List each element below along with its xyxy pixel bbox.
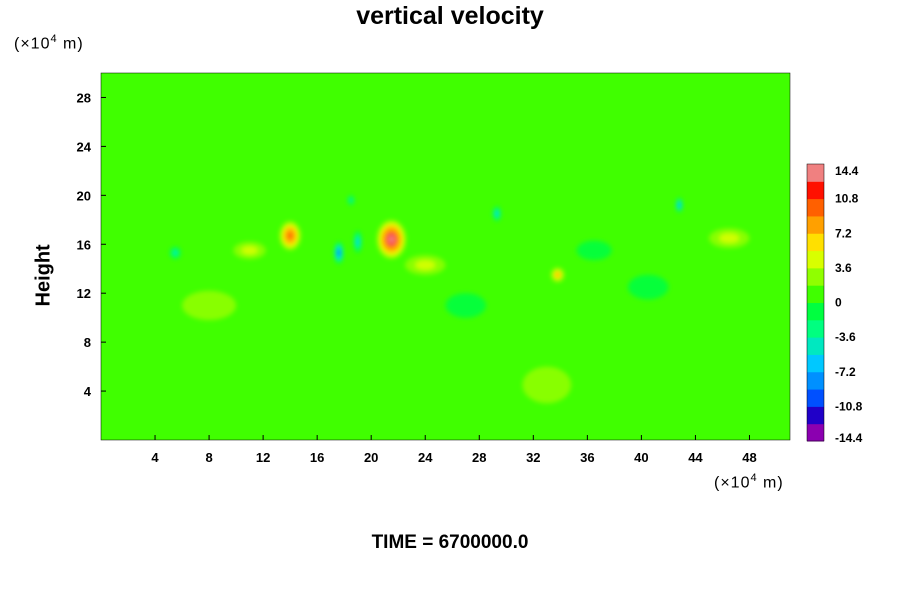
colorbar-segment (807, 371, 824, 390)
colorbar-tick-label: 14.4 (835, 164, 859, 178)
colorbar-segment (807, 302, 824, 321)
field-feature-14 (627, 274, 669, 300)
heatmap-plot (100, 72, 791, 441)
field-feature-9 (404, 255, 446, 275)
plot-frame (100, 72, 791, 441)
contour-level (495, 211, 498, 216)
contour-level (576, 240, 612, 261)
field-feature-2 (334, 241, 344, 264)
x-unit-exponent: 4 (750, 472, 758, 484)
colorbar-tick-label: -14.4 (835, 431, 863, 445)
field-feature-6 (675, 197, 683, 213)
x-tick-label: 24 (418, 450, 433, 465)
field-feature-16 (522, 366, 572, 404)
contour-level (288, 233, 292, 239)
colorbar-tick-label: -3.6 (835, 330, 856, 344)
contour-level (241, 246, 258, 255)
x-tick-label: 16 (310, 450, 324, 465)
x-tick-label: 20 (364, 450, 378, 465)
colorbar-segment (807, 354, 824, 373)
field-feature-3 (353, 230, 362, 253)
x-tick-label: 36 (580, 450, 594, 465)
colorbar-segment (807, 250, 824, 269)
x-tick-label: 40 (634, 450, 648, 465)
colorbar-tick-label: 3.6 (835, 261, 852, 275)
contour-level (719, 233, 740, 244)
time-label: TIME = 6700000.0 (371, 532, 529, 553)
y-unit-exponent: 4 (50, 33, 58, 45)
field-background (101, 73, 790, 440)
colorbar-tick-label: 0 (835, 296, 842, 310)
field-feature-13 (708, 228, 750, 248)
field-feature-11 (576, 240, 612, 261)
contour-level (337, 250, 340, 255)
x-tick-label: 8 (205, 450, 212, 465)
contour-level (349, 198, 353, 202)
colorbar-segment (807, 233, 824, 252)
colorbar-segment (807, 337, 824, 355)
y-axis-unit: (×104 m) (14, 33, 84, 53)
colorbar-segment (807, 267, 824, 286)
x-tick-label: 44 (688, 450, 703, 465)
colorbar-segment (807, 285, 824, 303)
contour-level (522, 366, 572, 404)
contour-level (627, 274, 669, 300)
field-feature-4 (169, 246, 181, 259)
y-tick-label: 20 (77, 188, 91, 203)
contour-level (173, 250, 178, 255)
y-tick-label: 4 (84, 384, 92, 399)
x-unit-prefix: (×10 (714, 474, 751, 492)
y-tick-label: 24 (77, 139, 92, 154)
colorbar-segment (807, 423, 824, 442)
y-tick-label: 12 (77, 286, 91, 301)
colorbar-tick-label: 10.8 (835, 192, 859, 206)
colorbar-segment (807, 319, 824, 338)
x-axis-unit: (×104 m) (714, 472, 784, 492)
x-tick-label: 28 (472, 450, 486, 465)
x-unit-suffix: m) (757, 474, 784, 492)
field-feature-12 (445, 293, 487, 318)
contour-level (555, 273, 560, 277)
colorbar-tick-label: -10.8 (835, 399, 863, 413)
field-feature-7 (550, 267, 565, 283)
field-feature-0 (279, 221, 301, 251)
contour-level (415, 260, 436, 270)
y-tick-label: 16 (77, 237, 91, 252)
colorbar-segment (807, 181, 824, 200)
colorbar-segment (807, 198, 824, 217)
contour-level (182, 290, 237, 321)
y-tick-label: 28 (77, 90, 91, 105)
colorbar-tick-label: -7.2 (835, 365, 856, 379)
field-feature-5 (492, 206, 501, 222)
field-feature-10 (233, 241, 266, 259)
y-unit-suffix: m) (57, 35, 84, 53)
contour-level (678, 203, 680, 207)
x-tick-label: 48 (742, 450, 756, 465)
chart-title: vertical velocity (356, 2, 544, 30)
colorbar-frame (806, 163, 825, 442)
x-tick-label: 32 (526, 450, 540, 465)
colorbar-segment (807, 215, 824, 234)
y-tick-label: 8 (84, 335, 91, 350)
field-feature-8 (347, 195, 355, 206)
y-unit-prefix: (×10 (14, 35, 51, 53)
field-feature-1 (376, 219, 407, 259)
colorbar-tick-label: 7.2 (835, 226, 852, 240)
field-features (169, 195, 750, 404)
colorbar: 14.4 10.8 7.2 3.6 0 -3.6 -7.2 -10.8 -14.4 (806, 163, 863, 445)
contour-level (389, 236, 394, 242)
colorbar-segment (807, 164, 824, 182)
colorbar-segment (807, 406, 824, 425)
contour-level (445, 293, 487, 318)
x-tick-label: 4 (151, 450, 159, 465)
contour-level (356, 239, 359, 245)
x-tick-label: 12 (256, 450, 270, 465)
colorbar-segment (807, 389, 824, 407)
field-feature-15 (182, 290, 237, 321)
